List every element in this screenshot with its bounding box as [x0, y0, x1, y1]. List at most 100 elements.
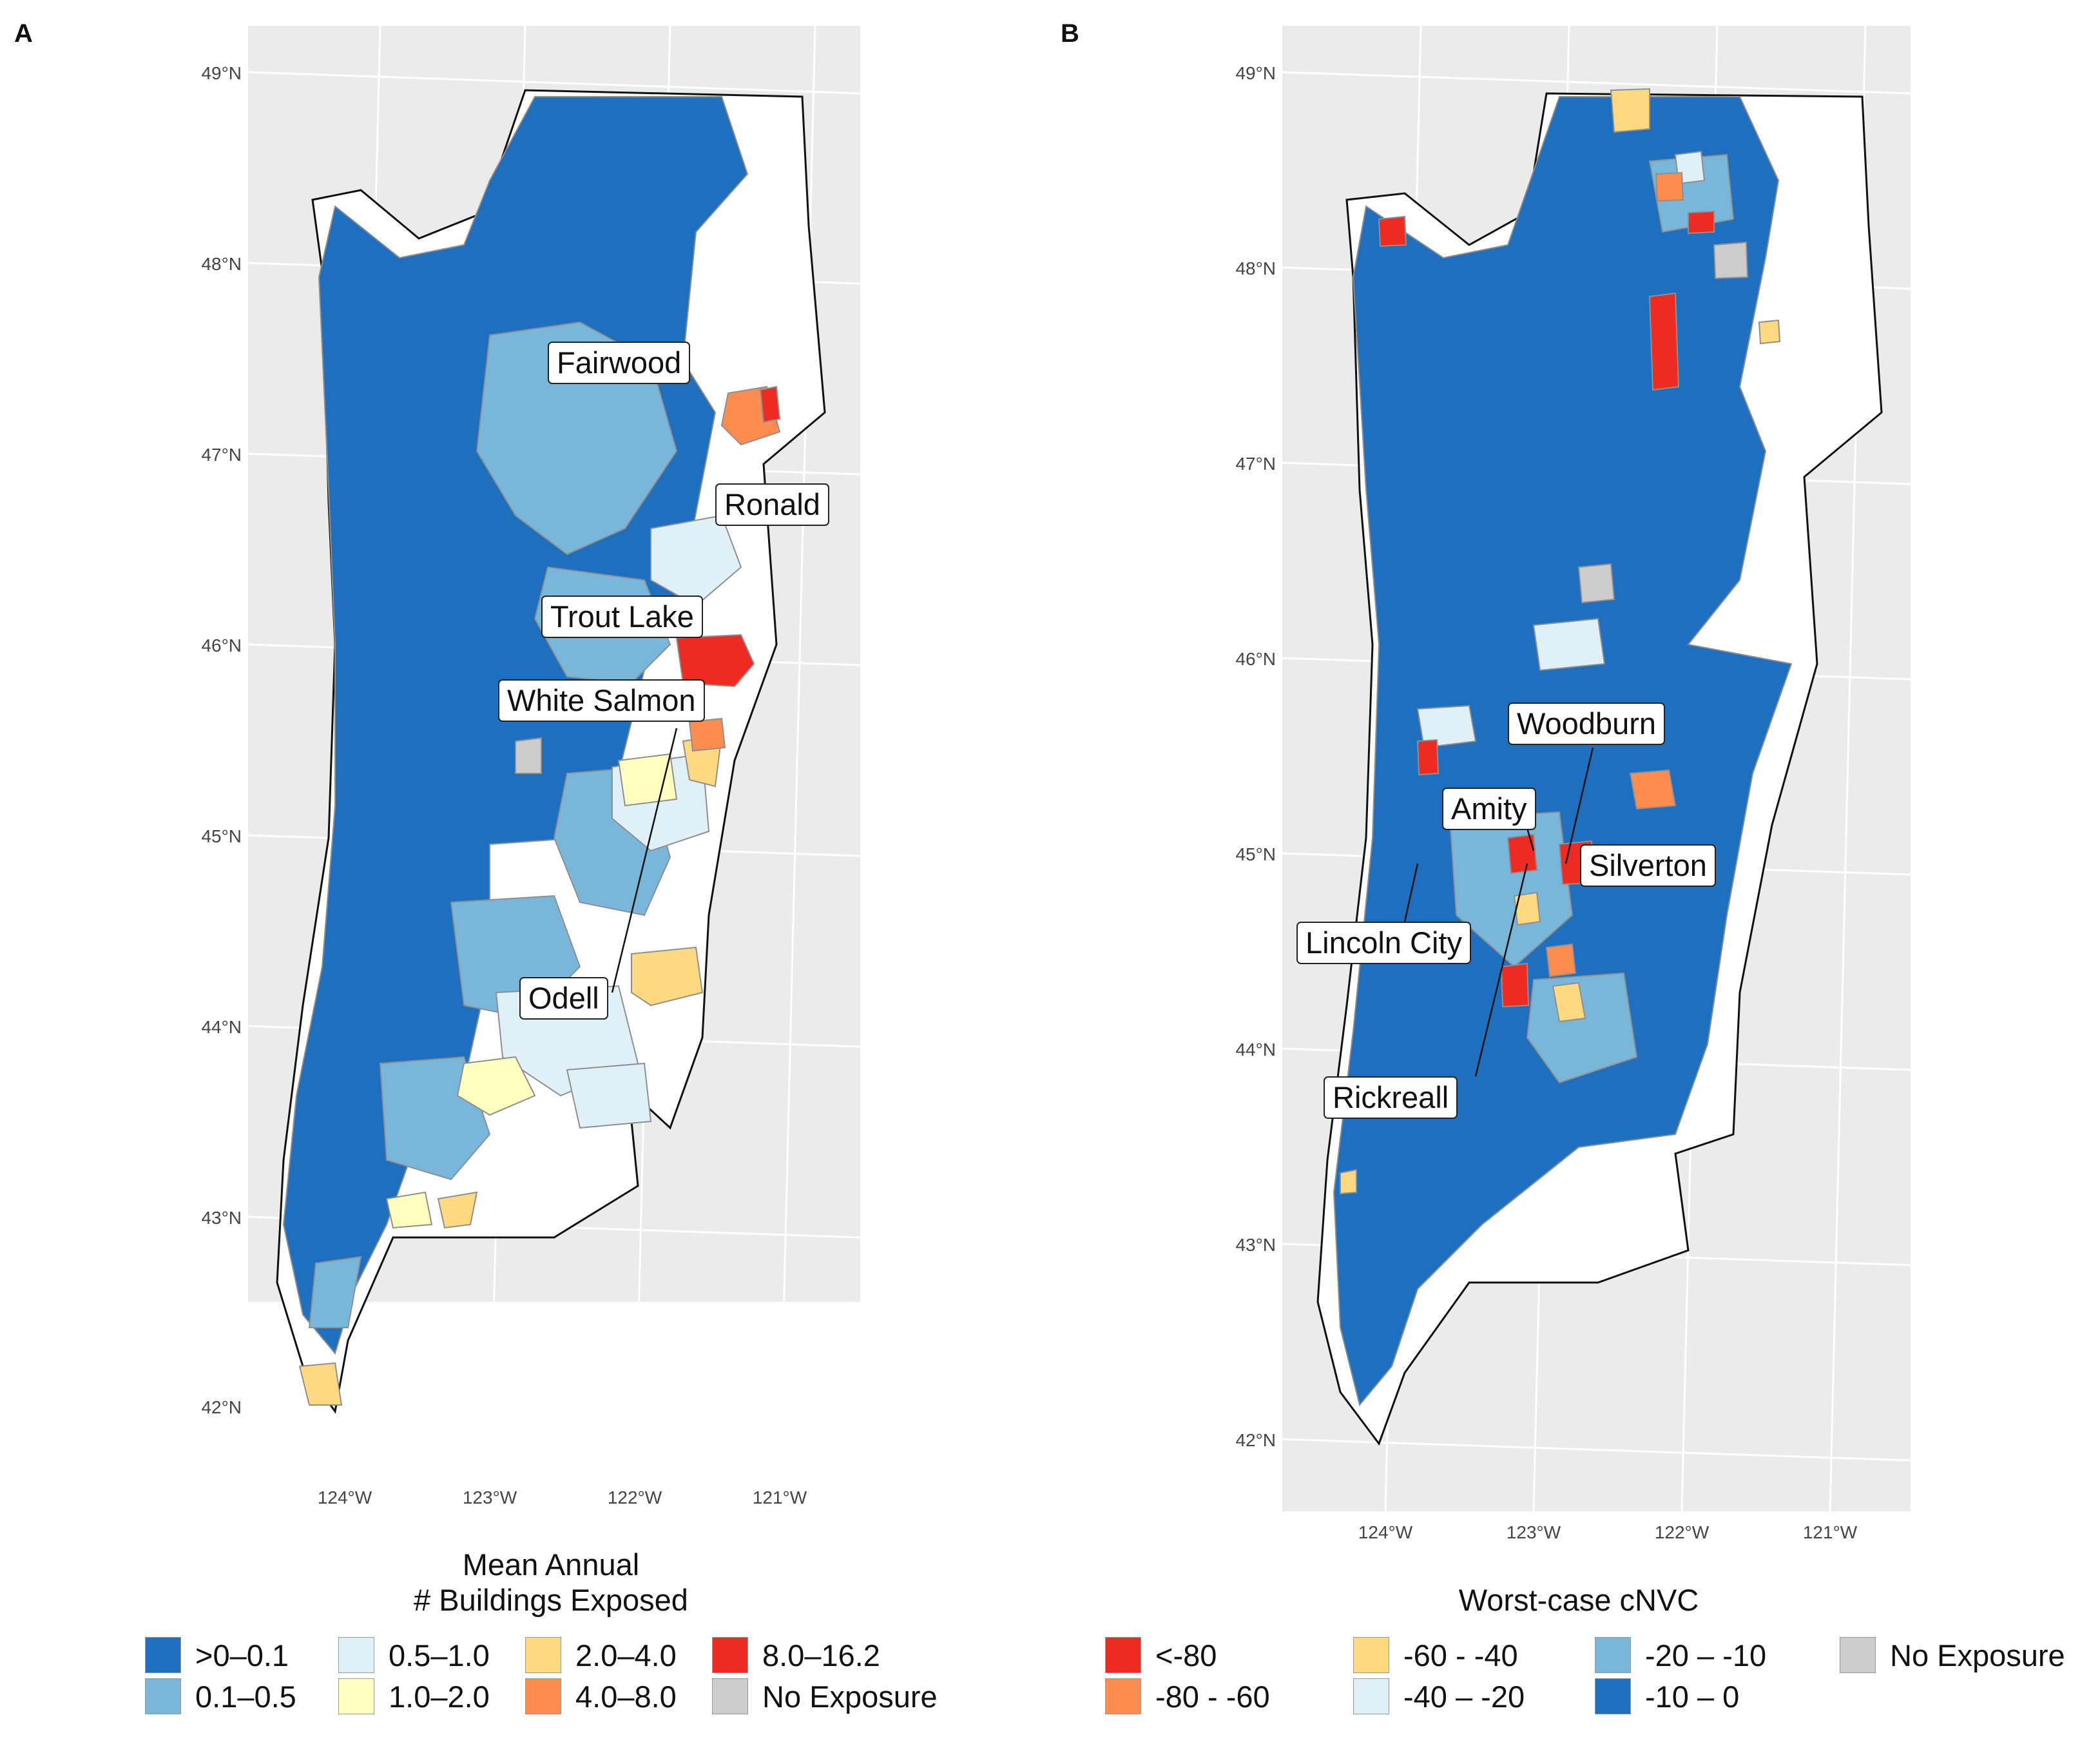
- legend-label: 8.0–16.2: [762, 1638, 880, 1672]
- legend-label: -20 – -10: [1645, 1638, 1767, 1672]
- legend-a-title-line2: # Buildings Exposed: [414, 1583, 688, 1618]
- lat-tick: 45°N: [1235, 844, 1276, 864]
- legend-label: 0.5–1.0: [389, 1638, 490, 1672]
- lat-tick: 49°N: [201, 63, 242, 83]
- panel-a-region-0.5-1.0: [650, 514, 742, 607]
- lat-tick: 42°N: [201, 1397, 242, 1417]
- lon-tick: 122°W: [1654, 1522, 1710, 1542]
- panel-a-region-2.0-4.0: [437, 1191, 478, 1229]
- legend-label: 1.0–2.0: [389, 1679, 490, 1714]
- lon-tick: 123°W: [462, 1487, 517, 1507]
- panel-b-region-below-80: [1688, 210, 1715, 235]
- panel-a-region-0.1-0.5: [308, 1255, 362, 1328]
- legend-swatch: [712, 1678, 748, 1714]
- legend-b-item: -40 – -20: [1353, 1678, 1525, 1714]
- panel-b-region-below-80: [1507, 833, 1538, 875]
- legend-a-title: Mean Annual # Buildings Exposed: [342, 1547, 760, 1618]
- legend-label: -10 – 0: [1645, 1679, 1740, 1714]
- callout-ronald: Ronald: [715, 483, 829, 527]
- callout-amity: Amity: [1442, 788, 1536, 831]
- lon-tick: 124°W: [1358, 1522, 1413, 1542]
- panel-a-leader-line: [611, 728, 678, 993]
- panel-b-region-60-40: [1552, 982, 1586, 1023]
- legend-label: <-80: [1155, 1638, 1217, 1672]
- legend-b-item: -80 - -60: [1105, 1678, 1270, 1714]
- lat-tick: 46°N: [1235, 649, 1276, 669]
- legend-b-item: -10 – 0: [1595, 1678, 1739, 1714]
- legend-label: 0.1–0.5: [195, 1679, 296, 1714]
- panel-a-region-0.5-1.0: [566, 1062, 652, 1129]
- panel-b-region-no-exposure: [1577, 563, 1615, 604]
- panel-a-letter: A: [14, 19, 33, 48]
- lat-tick: 47°N: [201, 445, 242, 465]
- panel-b-region-60-40: [1758, 319, 1781, 345]
- legend-label: -40 – -20: [1403, 1679, 1525, 1714]
- panel-a-region-1.0-2.0: [385, 1191, 433, 1229]
- callout-fairwood: Fairwood: [548, 342, 691, 385]
- panel-a-region-2.0-4.0: [298, 1362, 343, 1406]
- legend-a-item: 1.0–2.0: [338, 1678, 490, 1714]
- legend-swatch: [525, 1637, 561, 1673]
- panel-b-leader-line: [1565, 747, 1594, 864]
- legend-label: No Exposure: [1890, 1638, 2065, 1672]
- lat-tick: 48°N: [1235, 258, 1276, 278]
- lat-tick: 45°N: [201, 826, 242, 846]
- panel-b-region-20-10: [1449, 811, 1574, 968]
- legend-swatch: [1105, 1637, 1141, 1673]
- legend-swatch: [145, 1637, 181, 1673]
- legend-a-item: >0–0.1: [145, 1637, 289, 1673]
- legend-label: 2.0–4.0: [575, 1638, 677, 1672]
- legend-b-item: <-80: [1105, 1637, 1217, 1673]
- panel-b-region-below-80: [1416, 739, 1440, 776]
- legend-label: -80 - -60: [1155, 1679, 1270, 1714]
- lon-tick: 121°W: [1802, 1522, 1858, 1542]
- lat-tick: 47°N: [1235, 454, 1276, 474]
- legend-swatch: [712, 1637, 748, 1673]
- panel-a-region-no-exposure: [515, 737, 542, 774]
- panel-b-leader-line: [1474, 863, 1528, 1077]
- panel-b-region-60-40: [1513, 891, 1541, 926]
- legend-b-title: Worst-case cNVC: [1458, 1583, 1699, 1617]
- legend-label: >0–0.1: [195, 1638, 289, 1672]
- panel-a-region-2.0-4.0: [631, 946, 704, 1007]
- lat-tick: 43°N: [201, 1208, 242, 1228]
- legend-a-item: 8.0–16.2: [712, 1637, 880, 1673]
- panel-b-region-below-80: [1500, 962, 1530, 1008]
- legend-b-item: -60 - -40: [1353, 1637, 1518, 1673]
- legend-swatch: [1353, 1637, 1389, 1673]
- lon-tick: 123°W: [1506, 1522, 1561, 1542]
- legend-swatch: [338, 1637, 374, 1673]
- legend-swatch: [1595, 1678, 1631, 1714]
- callout-white-salmon: White Salmon: [498, 679, 705, 722]
- legend-swatch: [338, 1678, 374, 1714]
- panel-b-map: [1282, 25, 1911, 1512]
- panel-b-region-80-60: [1629, 769, 1677, 810]
- panel-b-region-60-40: [1610, 88, 1650, 133]
- callout-silverton: Silverton: [1580, 844, 1716, 887]
- panel-a-map: [247, 25, 861, 1477]
- legend-label: 4.0–8.0: [575, 1679, 677, 1714]
- panel-b-region-40-20: [1532, 617, 1606, 672]
- panel-b-leader-line: [1403, 863, 1419, 922]
- legend-swatch: [1595, 1637, 1631, 1673]
- legend-a-item: 4.0–8.0: [525, 1678, 677, 1714]
- lon-tick: 121°W: [752, 1487, 807, 1507]
- lat-tick: 46°N: [201, 635, 242, 655]
- panel-a-region-1.0-2.0: [617, 753, 678, 807]
- callout-rickreall: Rickreall: [1324, 1076, 1458, 1119]
- legend-swatch: [1840, 1637, 1876, 1673]
- panel-b-letter: B: [1061, 19, 1079, 48]
- callout-trout-lake: Trout Lake: [541, 596, 703, 639]
- lon-tick: 124°W: [317, 1487, 372, 1507]
- panel-a-region-8.0-16.2: [759, 385, 781, 423]
- legend-swatch: [525, 1678, 561, 1714]
- legend-a-title-line1: Mean Annual: [462, 1547, 640, 1582]
- panel-a-region-1.0-2.0: [456, 1056, 536, 1116]
- legend-a-item: 2.0–4.0: [525, 1637, 677, 1673]
- panel-b-region-20-10: [1526, 972, 1638, 1084]
- legend-swatch: [1105, 1678, 1141, 1714]
- legend-b-item: No Exposure: [1840, 1637, 2065, 1673]
- legend-a-item: 0.1–0.5: [145, 1678, 296, 1714]
- panel-b-region-below-80: [1378, 215, 1407, 247]
